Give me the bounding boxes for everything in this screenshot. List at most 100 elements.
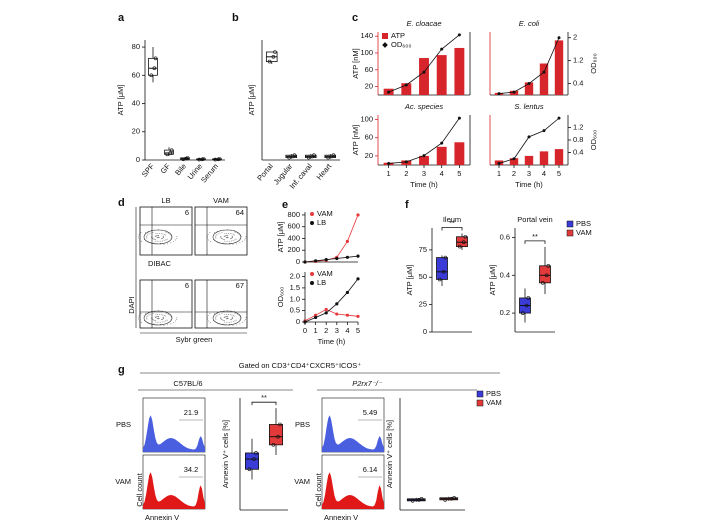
y-tick-label: 50 bbox=[419, 272, 427, 281]
chart-title: Ac. species bbox=[404, 102, 444, 111]
y2-tick-label: 1.2 bbox=[573, 56, 583, 65]
point bbox=[497, 92, 501, 96]
row-label: VAM bbox=[294, 477, 310, 486]
point bbox=[461, 240, 466, 245]
point bbox=[520, 311, 525, 315]
gate-value: 6.14 bbox=[363, 465, 378, 474]
point bbox=[356, 277, 360, 281]
chart-title: E. cloacae bbox=[406, 19, 441, 28]
significance-bracket bbox=[251, 401, 277, 406]
legend-label: VAM bbox=[317, 269, 333, 278]
bar bbox=[419, 155, 429, 165]
y-axis-label: Annexin V⁺ cells [%] bbox=[385, 420, 394, 488]
column-label: LB bbox=[161, 196, 170, 205]
x-tick-label: 4 bbox=[542, 169, 546, 178]
contour bbox=[212, 229, 242, 245]
x-tick-label: SPF bbox=[140, 161, 157, 178]
x-tick-label: 5 bbox=[557, 169, 561, 178]
x-axis-label: DIBAC bbox=[148, 259, 172, 268]
point bbox=[335, 256, 339, 261]
point bbox=[331, 153, 336, 157]
point bbox=[526, 296, 531, 300]
x-axis-label: Annexin V bbox=[145, 513, 179, 522]
point bbox=[544, 273, 549, 278]
panel-letter: c bbox=[352, 12, 358, 24]
gate-value: 67 bbox=[236, 281, 244, 290]
point bbox=[168, 151, 173, 155]
point bbox=[524, 303, 529, 308]
point bbox=[463, 234, 468, 239]
point bbox=[441, 269, 446, 274]
dot-cloud bbox=[206, 229, 247, 245]
box bbox=[539, 265, 551, 284]
point bbox=[314, 313, 318, 317]
point bbox=[287, 155, 291, 160]
x-tick-label: 1 bbox=[314, 326, 318, 335]
legend-marker bbox=[476, 399, 484, 407]
legend-marker bbox=[566, 229, 574, 237]
y-tick-label: 0 bbox=[296, 257, 300, 266]
gate-value: 6 bbox=[185, 281, 189, 290]
point bbox=[443, 255, 448, 260]
x-axis-label: Time (h) bbox=[515, 180, 543, 189]
x-tick-label: 3 bbox=[422, 169, 426, 178]
y-tick-label: 20 bbox=[365, 151, 373, 160]
box bbox=[436, 257, 448, 280]
x-tick-label: 3 bbox=[527, 169, 531, 178]
point bbox=[457, 33, 461, 37]
point bbox=[153, 56, 158, 61]
point bbox=[201, 157, 206, 161]
histogram bbox=[322, 415, 384, 452]
point bbox=[437, 277, 442, 282]
point bbox=[303, 260, 307, 264]
bar bbox=[454, 47, 465, 95]
row-label: VAM bbox=[115, 477, 131, 486]
legend-label: LB bbox=[317, 278, 326, 287]
y-tick-label: 2.0 bbox=[290, 272, 300, 281]
point bbox=[278, 422, 282, 427]
dot-plot-frame bbox=[139, 206, 193, 256]
row-label: PBS bbox=[116, 420, 131, 429]
legend-marker bbox=[310, 212, 314, 216]
y-tick-label: 20 bbox=[365, 82, 373, 91]
gate-value: 5.49 bbox=[363, 408, 378, 417]
point bbox=[335, 302, 339, 306]
y-axis-label: ATP [μM] bbox=[488, 265, 497, 296]
y-tick-label: 140 bbox=[360, 31, 373, 40]
point bbox=[185, 156, 190, 160]
histogram bbox=[143, 415, 205, 452]
panel-letter: a bbox=[118, 12, 125, 24]
panel-letter: f bbox=[405, 199, 409, 211]
legend-marker bbox=[476, 390, 484, 398]
point bbox=[345, 290, 349, 295]
point bbox=[540, 281, 545, 285]
point bbox=[410, 499, 415, 503]
chart-title: Portal vein bbox=[517, 215, 552, 224]
point bbox=[387, 161, 391, 165]
x-tick-label: 4 bbox=[345, 326, 349, 335]
panel-letter: e bbox=[282, 199, 288, 211]
point bbox=[324, 258, 328, 262]
point bbox=[326, 155, 330, 160]
y-tick-label: 1.5 bbox=[290, 283, 300, 292]
point bbox=[443, 498, 447, 502]
y-tick-label: 1.0 bbox=[290, 294, 300, 303]
gate-value: 64 bbox=[236, 208, 244, 217]
y-tick-label: 75 bbox=[419, 245, 427, 254]
box bbox=[268, 424, 283, 446]
x-tick-label: 2 bbox=[404, 169, 408, 178]
point bbox=[404, 160, 408, 164]
bar bbox=[554, 40, 564, 95]
x-tick-label: GF bbox=[158, 161, 172, 175]
legend-marker bbox=[382, 33, 388, 39]
point bbox=[152, 66, 157, 71]
bar bbox=[509, 158, 519, 165]
y-axis-label: ATP [μM] bbox=[276, 222, 285, 253]
point bbox=[267, 59, 272, 64]
point bbox=[422, 154, 426, 158]
y-tick-label: 20 bbox=[132, 127, 140, 136]
point bbox=[457, 244, 462, 249]
point bbox=[419, 496, 424, 501]
point bbox=[440, 47, 444, 51]
